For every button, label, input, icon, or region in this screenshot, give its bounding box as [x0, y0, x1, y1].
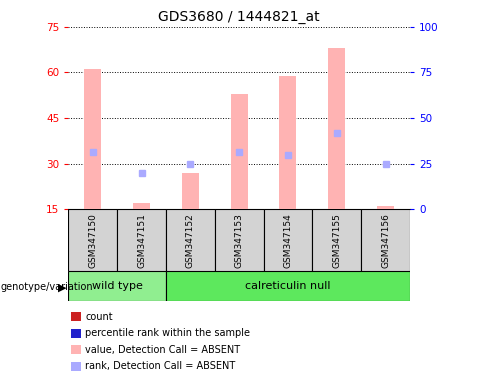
- Bar: [182, 173, 199, 209]
- Text: genotype/variation: genotype/variation: [1, 282, 94, 292]
- Bar: [279, 76, 297, 209]
- Bar: [215, 209, 264, 271]
- Bar: [166, 271, 410, 301]
- Title: GDS3680 / 1444821_at: GDS3680 / 1444821_at: [158, 10, 320, 25]
- Bar: [68, 209, 117, 271]
- Bar: [230, 94, 248, 209]
- Bar: [312, 209, 361, 271]
- Text: ▶: ▶: [58, 282, 66, 292]
- Text: GSM347153: GSM347153: [235, 214, 244, 268]
- Bar: [328, 48, 345, 209]
- Text: percentile rank within the sample: percentile rank within the sample: [85, 328, 250, 338]
- Bar: [166, 209, 215, 271]
- Text: GSM347154: GSM347154: [284, 214, 292, 268]
- Text: value, Detection Call = ABSENT: value, Detection Call = ABSENT: [85, 345, 241, 355]
- Bar: [117, 209, 166, 271]
- Text: GSM347151: GSM347151: [137, 214, 146, 268]
- Bar: [264, 209, 312, 271]
- Text: GSM347156: GSM347156: [381, 214, 390, 268]
- Text: wild type: wild type: [92, 281, 142, 291]
- Text: GSM347155: GSM347155: [332, 214, 341, 268]
- Text: rank, Detection Call = ABSENT: rank, Detection Call = ABSENT: [85, 361, 236, 371]
- Bar: [377, 206, 394, 209]
- Bar: [84, 70, 102, 209]
- Bar: [68, 271, 166, 301]
- Text: calreticulin null: calreticulin null: [245, 281, 331, 291]
- Text: count: count: [85, 312, 113, 322]
- Text: GSM347150: GSM347150: [88, 214, 97, 268]
- Text: GSM347152: GSM347152: [186, 214, 195, 268]
- Bar: [361, 209, 410, 271]
- Bar: [133, 203, 150, 209]
